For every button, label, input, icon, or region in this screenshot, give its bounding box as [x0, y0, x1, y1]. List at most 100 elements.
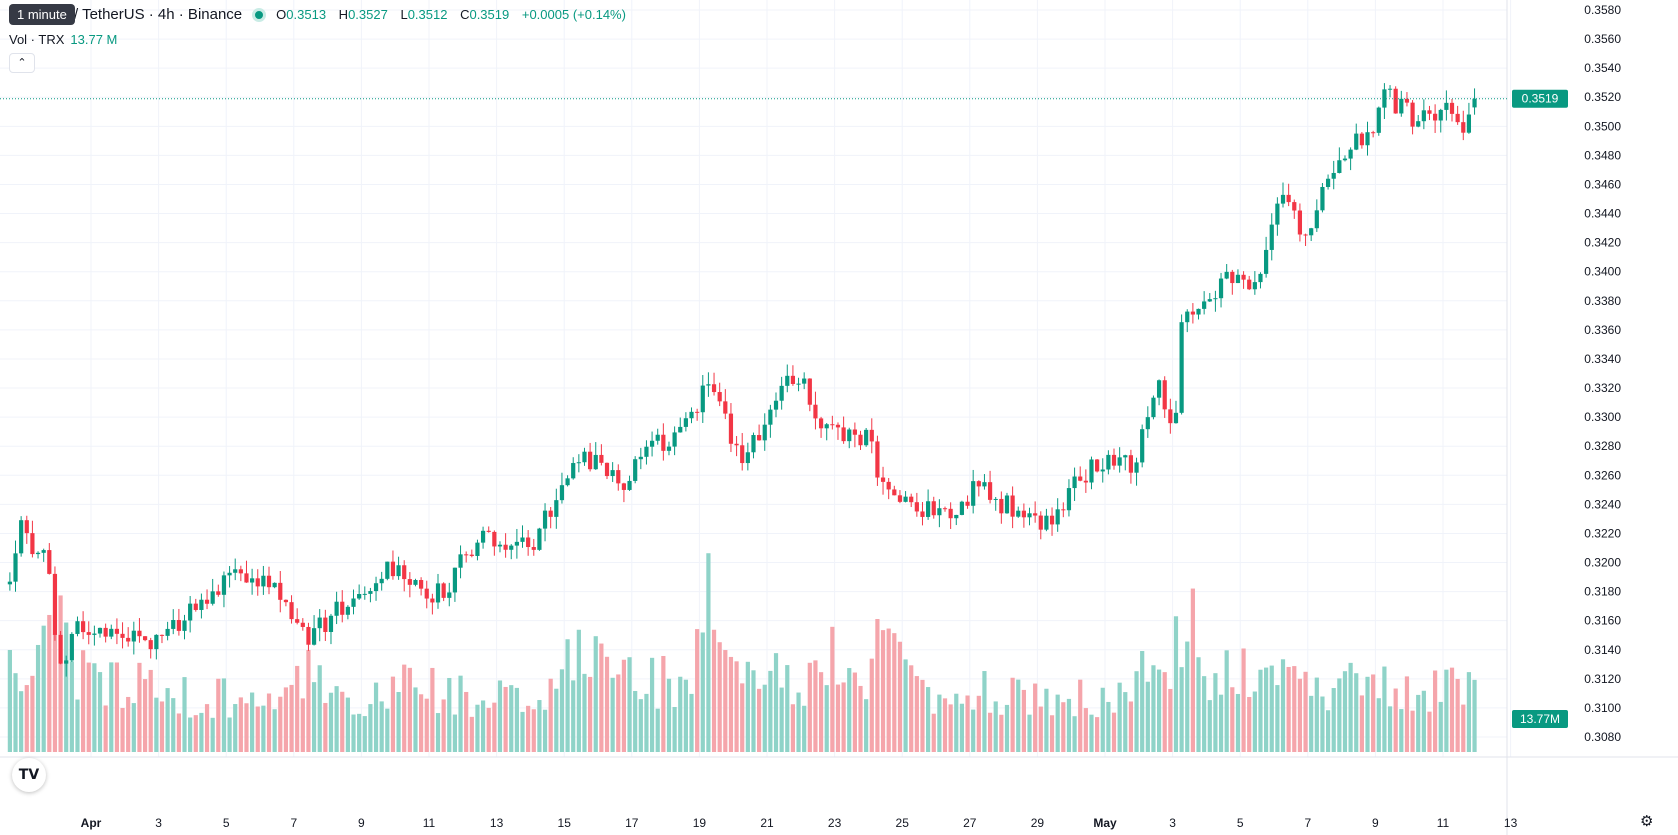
candle-body — [666, 446, 672, 451]
volume-bar — [1061, 702, 1066, 752]
volume-bar — [458, 675, 463, 752]
volume-bar — [948, 704, 953, 752]
volume-bar — [430, 667, 435, 752]
gear-icon[interactable]: ⚙ — [1640, 812, 1654, 830]
candle-body — [86, 632, 91, 635]
candle-body — [785, 375, 790, 386]
time-tick-label: 9 — [358, 816, 365, 830]
candle-body — [1179, 322, 1184, 413]
volume-bar — [1410, 710, 1415, 752]
time-tick-label: 27 — [963, 816, 977, 830]
candle-body — [723, 401, 728, 414]
candle-body — [649, 440, 655, 447]
volume-bar — [813, 660, 818, 752]
volume-bar — [1371, 674, 1376, 752]
candle-body — [154, 634, 159, 650]
volume-bar — [1111, 712, 1117, 752]
candle-body — [385, 561, 390, 579]
candle-body — [982, 482, 987, 487]
candle-body — [588, 451, 593, 470]
candle-body — [250, 578, 255, 583]
candle-body — [1371, 132, 1376, 134]
volume-bar — [1472, 679, 1477, 752]
volume-bar — [818, 672, 824, 752]
candle-body — [300, 622, 305, 627]
volume-bar — [1252, 691, 1257, 752]
candle-body — [548, 510, 553, 517]
candle-body — [717, 392, 722, 402]
volume-bar — [779, 687, 784, 752]
price-tick-label: 0.3480 — [1584, 148, 1621, 162]
volume-bar — [1078, 679, 1083, 752]
candle-body — [216, 591, 221, 595]
tradingview-logo-icon[interactable]: TV — [12, 758, 46, 792]
time-tick-label: 13 — [490, 816, 504, 830]
volume-bar — [1292, 666, 1297, 752]
candle-body — [937, 508, 942, 516]
chevron-up-icon[interactable]: ⌃ — [9, 53, 35, 73]
volume-bar — [1100, 687, 1105, 752]
candle-body — [289, 602, 294, 620]
candle-body — [221, 575, 227, 595]
volume-bar — [1128, 701, 1134, 752]
candle-body — [1078, 476, 1083, 481]
volume-bar — [864, 699, 869, 752]
candle-body — [700, 385, 705, 413]
market-status-icon[interactable] — [252, 7, 267, 22]
candle-body — [351, 598, 356, 607]
candle-body — [914, 502, 919, 512]
volume-bar — [334, 686, 339, 752]
time-tick-label: 25 — [896, 816, 910, 830]
price-tick-label: 0.3200 — [1584, 556, 1621, 570]
price-tick-label: 0.3340 — [1584, 352, 1621, 366]
candle-body — [188, 603, 193, 621]
candle-body — [159, 634, 165, 636]
volume-bar — [858, 685, 863, 752]
change-value: +0.0005 (+0.14%) — [521, 7, 626, 22]
candle-body — [1292, 202, 1297, 211]
candle-body — [1247, 279, 1252, 290]
candle-body — [976, 481, 981, 487]
candle-body — [1038, 515, 1043, 530]
time-tick-label: May — [1093, 816, 1117, 830]
volume-bar — [1331, 688, 1336, 752]
candle-body — [841, 427, 846, 442]
candle-body — [480, 530, 486, 543]
candle-body — [796, 383, 801, 385]
volume-bar — [807, 662, 812, 752]
volume-bar — [1055, 694, 1060, 752]
last-price-label: 0.3519 — [1522, 92, 1559, 106]
candle-body — [430, 598, 435, 603]
volume-bar — [909, 665, 914, 752]
candle-body — [942, 508, 948, 510]
volume-bar — [593, 636, 598, 752]
candle-body — [323, 617, 328, 632]
volume-label: Vol · TRX — [9, 32, 65, 47]
candle-body — [283, 599, 289, 603]
candle-body — [847, 429, 852, 442]
candle-body — [1348, 149, 1353, 159]
volume-bar — [1089, 714, 1094, 752]
symbol-title[interactable]: / TetherUS · 4h · Binance — [74, 6, 243, 23]
volume-bar — [142, 679, 148, 752]
volume-bar — [1179, 667, 1184, 752]
volume-bar — [137, 662, 142, 752]
candle-body — [773, 400, 779, 410]
candle-body — [1365, 132, 1370, 146]
volume-bar — [531, 709, 536, 752]
volume-bar — [1269, 665, 1274, 752]
candle-body — [1072, 476, 1077, 489]
volume-bar — [1421, 690, 1426, 752]
candle-body — [199, 599, 204, 610]
candle-body — [464, 554, 469, 556]
price-tick-label: 0.3260 — [1584, 468, 1621, 482]
volume-bar — [886, 628, 891, 752]
volume-bar — [1156, 669, 1162, 752]
volume-bar — [627, 657, 632, 752]
last-volume-badge — [1512, 710, 1568, 728]
candle-body — [661, 434, 666, 451]
volume-bar — [221, 678, 227, 752]
candle-body — [379, 578, 384, 584]
